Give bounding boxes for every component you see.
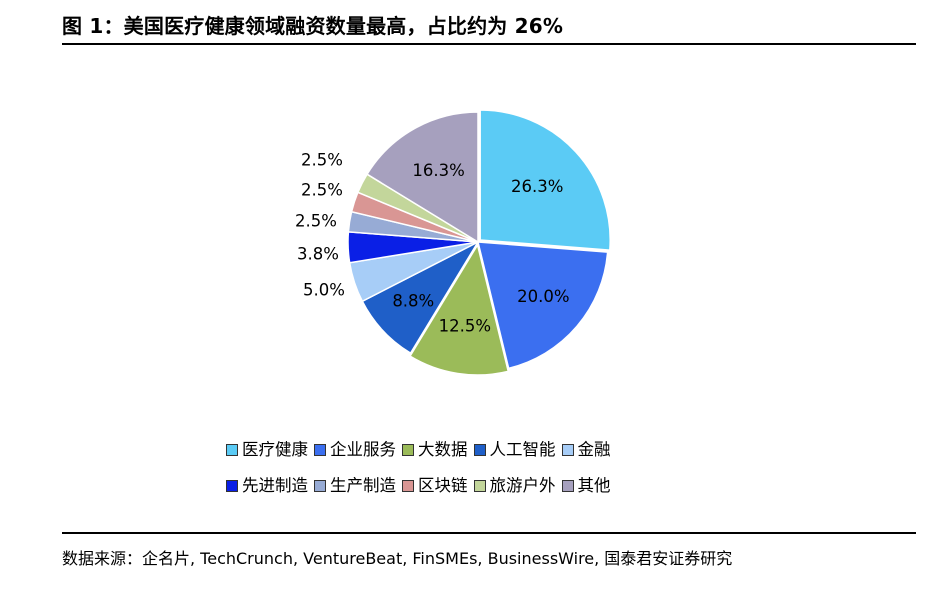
- legend-label: 旅游户外: [489, 476, 556, 495]
- data-label-10: 16.3%: [412, 161, 464, 180]
- legend-label: 企业服务: [330, 440, 396, 459]
- legend-swatch: [561, 480, 574, 492]
- data-label-6: 3.8%: [297, 245, 339, 264]
- data-label-3: 12.5%: [439, 316, 491, 335]
- legend-item-6: 先进制造: [226, 468, 308, 504]
- legend-swatch: [314, 480, 326, 492]
- legend-item-5: 金融: [561, 432, 611, 468]
- pie-slice-1: [479, 109, 611, 251]
- data-label-8: 2.5%: [301, 181, 343, 200]
- legend-swatch: [402, 480, 414, 492]
- legend-swatch: [561, 444, 574, 456]
- data-label-1: 26.3%: [511, 177, 563, 196]
- legend-item-9: 旅游户外: [473, 468, 556, 504]
- legend-label: 区块链: [418, 476, 468, 495]
- legend-label: 大数据: [418, 440, 468, 459]
- legend-swatch: [473, 444, 486, 456]
- legend-item-7: 生产制造: [314, 468, 396, 504]
- legend-swatch: [314, 444, 326, 456]
- legend-swatch: [473, 480, 486, 492]
- legend-label: 生产制造: [330, 476, 396, 495]
- legend-item-1: 医疗健康: [226, 432, 308, 468]
- legend-row: 医疗健康 企业服务 大数据 人工智能 金融: [226, 432, 786, 468]
- legend-item-8: 区块链: [402, 468, 468, 504]
- legend-label: 其他: [577, 476, 611, 495]
- data-label-5: 5.0%: [303, 281, 345, 300]
- data-label-9: 2.5%: [301, 151, 343, 170]
- legend-item-4: 人工智能: [473, 432, 556, 468]
- pie-slice-3: [409, 243, 510, 376]
- data-label-7: 2.5%: [295, 212, 337, 231]
- pie-slice-2: [477, 241, 609, 370]
- legend-swatch: [226, 480, 238, 492]
- legend-label: 人工智能: [489, 440, 556, 459]
- legend-row: 先进制造 生产制造 区块链 旅游户外 其他: [226, 468, 786, 504]
- legend-item-3: 大数据: [402, 432, 468, 468]
- top-rule: [62, 43, 916, 45]
- legend-label: 医疗健康: [242, 440, 308, 459]
- bottom-rule: [62, 532, 916, 534]
- source-note: 数据来源：企名片, TechCrunch, VentureBeat, FinSM…: [62, 549, 733, 568]
- legend-swatch: [226, 444, 238, 456]
- data-label-4: 8.8%: [392, 292, 434, 311]
- chart-title: 图 1：美国医疗健康领域融资数量最高，占比约为 26%: [62, 14, 564, 38]
- legend-label: 金融: [577, 440, 611, 459]
- legend-swatch: [402, 444, 414, 456]
- legend: 医疗健康 企业服务 大数据 人工智能 金融 先进制造 生产制造 区块链 旅游户外 其他: [226, 432, 786, 504]
- pie-slice-10: [366, 111, 479, 244]
- legend-label: 先进制造: [242, 476, 308, 495]
- data-label-2: 20.0%: [517, 287, 569, 306]
- legend-item-10: 其他: [561, 468, 611, 504]
- legend-item-2: 企业服务: [314, 432, 396, 468]
